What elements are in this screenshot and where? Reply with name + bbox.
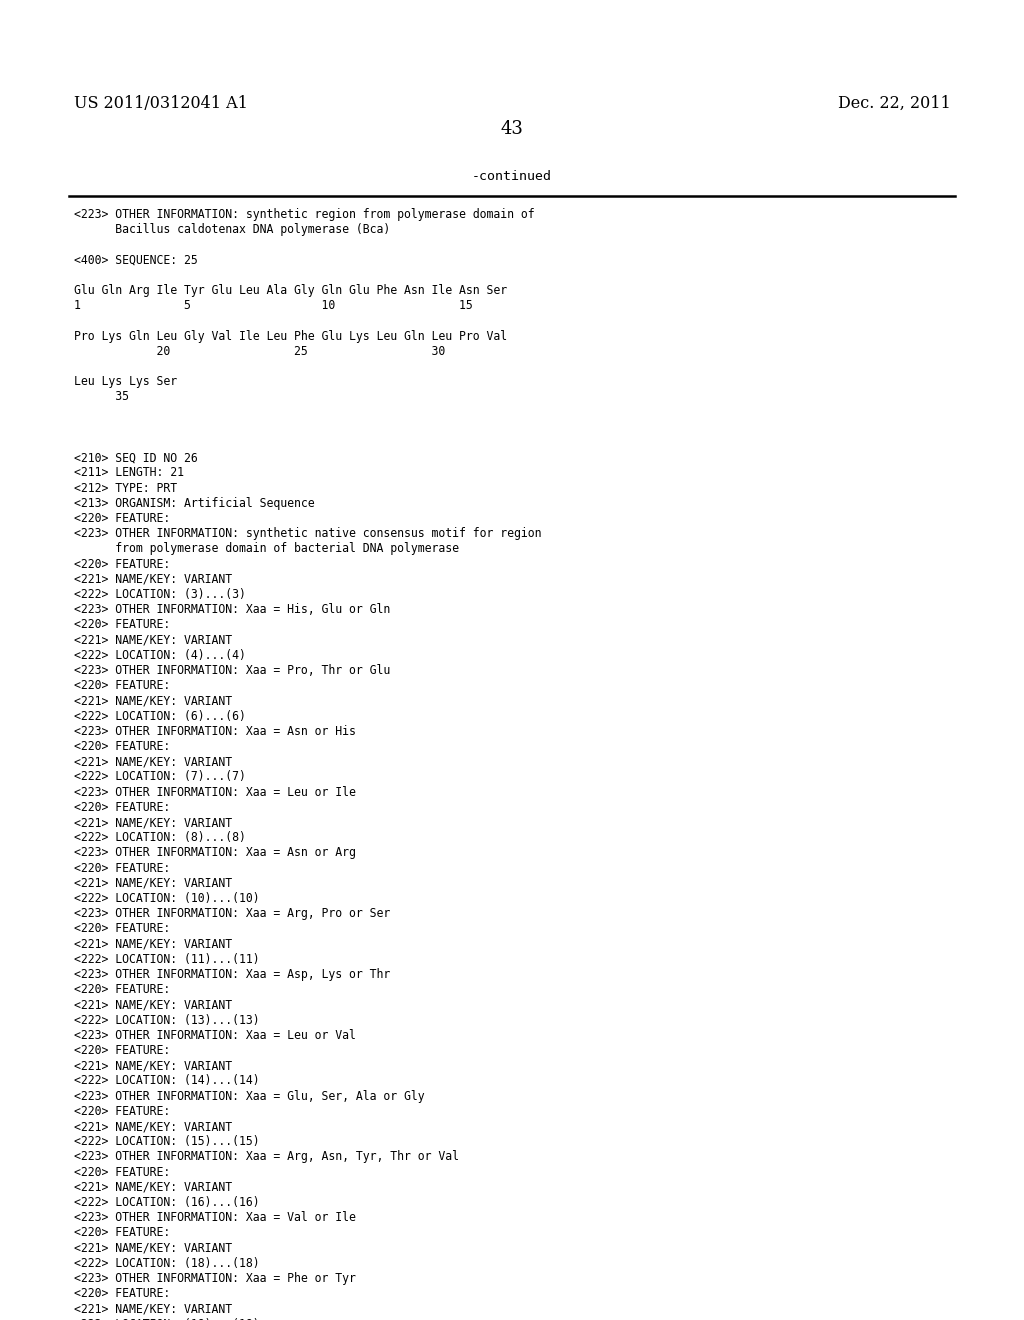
Text: <211> LENGTH: 21: <211> LENGTH: 21 [74,466,183,479]
Text: <223> OTHER INFORMATION: Xaa = Asn or His: <223> OTHER INFORMATION: Xaa = Asn or Hi… [74,725,355,738]
Text: <222> LOCATION: (16)...(16): <222> LOCATION: (16)...(16) [74,1196,259,1209]
Text: <220> FEATURE:: <220> FEATURE: [74,801,170,814]
Text: 35: 35 [74,391,129,404]
Text: <222> LOCATION: (10)...(10): <222> LOCATION: (10)...(10) [74,892,259,906]
Text: <221> NAME/KEY: VARIANT: <221> NAME/KEY: VARIANT [74,1303,231,1316]
Text: <222> LOCATION: (4)...(4): <222> LOCATION: (4)...(4) [74,649,246,661]
Text: <223> OTHER INFORMATION: Xaa = Glu, Ser, Ala or Gly: <223> OTHER INFORMATION: Xaa = Glu, Ser,… [74,1089,424,1102]
Text: <222> LOCATION: (14)...(14): <222> LOCATION: (14)...(14) [74,1074,259,1088]
Text: <221> NAME/KEY: VARIANT: <221> NAME/KEY: VARIANT [74,1242,231,1254]
Text: <221> NAME/KEY: VARIANT: <221> NAME/KEY: VARIANT [74,755,231,768]
Text: <223> OTHER INFORMATION: Xaa = Leu or Val: <223> OTHER INFORMATION: Xaa = Leu or Va… [74,1028,355,1041]
Text: <223> OTHER INFORMATION: Xaa = Leu or Ile: <223> OTHER INFORMATION: Xaa = Leu or Il… [74,785,355,799]
Text: <213> ORGANISM: Artificial Sequence: <213> ORGANISM: Artificial Sequence [74,496,314,510]
Text: <220> FEATURE:: <220> FEATURE: [74,680,170,692]
Text: <220> FEATURE:: <220> FEATURE: [74,1226,170,1239]
Text: -continued: -continued [472,170,552,183]
Text: <212> TYPE: PRT: <212> TYPE: PRT [74,482,177,495]
Text: <220> FEATURE:: <220> FEATURE: [74,1044,170,1057]
Text: <220> FEATURE:: <220> FEATURE: [74,1287,170,1300]
Text: <223> OTHER INFORMATION: Xaa = Arg, Pro or Ser: <223> OTHER INFORMATION: Xaa = Arg, Pro … [74,907,390,920]
Text: <220> FEATURE:: <220> FEATURE: [74,1105,170,1118]
Text: <220> FEATURE:: <220> FEATURE: [74,618,170,631]
Text: <221> NAME/KEY: VARIANT: <221> NAME/KEY: VARIANT [74,634,231,647]
Text: <223> OTHER INFORMATION: Xaa = Arg, Asn, Tyr, Thr or Val: <223> OTHER INFORMATION: Xaa = Arg, Asn,… [74,1151,459,1163]
Text: <223> OTHER INFORMATION: synthetic region from polymerase domain of: <223> OTHER INFORMATION: synthetic regio… [74,209,535,220]
Text: <221> NAME/KEY: VARIANT: <221> NAME/KEY: VARIANT [74,1181,231,1193]
Text: Glu Gln Arg Ile Tyr Glu Leu Ala Gly Gln Glu Phe Asn Ile Asn Ser: Glu Gln Arg Ile Tyr Glu Leu Ala Gly Gln … [74,284,507,297]
Text: <221> NAME/KEY: VARIANT: <221> NAME/KEY: VARIANT [74,573,231,586]
Text: <222> LOCATION: (3)...(3): <222> LOCATION: (3)...(3) [74,587,246,601]
Text: <222> LOCATION: (18)...(18): <222> LOCATION: (18)...(18) [74,1257,259,1270]
Text: Leu Lys Lys Ser: Leu Lys Lys Ser [74,375,177,388]
Text: <220> FEATURE:: <220> FEATURE: [74,862,170,875]
Text: 43: 43 [501,120,523,139]
Text: <210> SEQ ID NO 26: <210> SEQ ID NO 26 [74,451,198,465]
Text: 1               5                   10                  15: 1 5 10 15 [74,300,472,313]
Text: <222> LOCATION: (8)...(8): <222> LOCATION: (8)...(8) [74,832,246,845]
Text: US 2011/0312041 A1: US 2011/0312041 A1 [74,95,248,112]
Text: Pro Lys Gln Leu Gly Val Ile Leu Phe Glu Lys Leu Gln Leu Pro Val: Pro Lys Gln Leu Gly Val Ile Leu Phe Glu … [74,330,507,343]
Text: Bacillus caldotenax DNA polymerase (Bca): Bacillus caldotenax DNA polymerase (Bca) [74,223,390,236]
Text: <223> OTHER INFORMATION: Xaa = Asp, Lys or Thr: <223> OTHER INFORMATION: Xaa = Asp, Lys … [74,968,390,981]
Text: <223> OTHER INFORMATION: synthetic native consensus motif for region: <223> OTHER INFORMATION: synthetic nativ… [74,527,542,540]
Text: <222> LOCATION: (11)...(11): <222> LOCATION: (11)...(11) [74,953,259,966]
Text: <222> LOCATION: (7)...(7): <222> LOCATION: (7)...(7) [74,771,246,783]
Text: <223> OTHER INFORMATION: Xaa = Pro, Thr or Glu: <223> OTHER INFORMATION: Xaa = Pro, Thr … [74,664,390,677]
Text: from polymerase domain of bacterial DNA polymerase: from polymerase domain of bacterial DNA … [74,543,459,556]
Text: <222> LOCATION: (15)...(15): <222> LOCATION: (15)...(15) [74,1135,259,1148]
Text: <223> OTHER INFORMATION: Xaa = Phe or Tyr: <223> OTHER INFORMATION: Xaa = Phe or Ty… [74,1272,355,1284]
Text: 20                  25                  30: 20 25 30 [74,345,445,358]
Text: Dec. 22, 2011: Dec. 22, 2011 [838,95,950,112]
Text: <223> OTHER INFORMATION: Xaa = His, Glu or Gln: <223> OTHER INFORMATION: Xaa = His, Glu … [74,603,390,616]
Text: <221> NAME/KEY: VARIANT: <221> NAME/KEY: VARIANT [74,876,231,890]
Text: <220> FEATURE:: <220> FEATURE: [74,741,170,752]
Text: <223> OTHER INFORMATION: Xaa = Val or Ile: <223> OTHER INFORMATION: Xaa = Val or Il… [74,1212,355,1224]
Text: <221> NAME/KEY: VARIANT: <221> NAME/KEY: VARIANT [74,1059,231,1072]
Text: <220> FEATURE:: <220> FEATURE: [74,557,170,570]
Text: <222> LOCATION: (6)...(6): <222> LOCATION: (6)...(6) [74,710,246,722]
Text: <220> FEATURE:: <220> FEATURE: [74,923,170,936]
Text: <220> FEATURE:: <220> FEATURE: [74,512,170,525]
Text: <221> NAME/KEY: VARIANT: <221> NAME/KEY: VARIANT [74,1119,231,1133]
Text: <220> FEATURE:: <220> FEATURE: [74,983,170,997]
Text: <222> LOCATION: (19)...(19): <222> LOCATION: (19)...(19) [74,1317,259,1320]
Text: <400> SEQUENCE: 25: <400> SEQUENCE: 25 [74,253,198,267]
Text: <221> NAME/KEY: VARIANT: <221> NAME/KEY: VARIANT [74,998,231,1011]
Text: <223> OTHER INFORMATION: Xaa = Asn or Arg: <223> OTHER INFORMATION: Xaa = Asn or Ar… [74,846,355,859]
Text: <221> NAME/KEY: VARIANT: <221> NAME/KEY: VARIANT [74,816,231,829]
Text: <222> LOCATION: (13)...(13): <222> LOCATION: (13)...(13) [74,1014,259,1027]
Text: <221> NAME/KEY: VARIANT: <221> NAME/KEY: VARIANT [74,937,231,950]
Text: <220> FEATURE:: <220> FEATURE: [74,1166,170,1179]
Text: <221> NAME/KEY: VARIANT: <221> NAME/KEY: VARIANT [74,694,231,708]
